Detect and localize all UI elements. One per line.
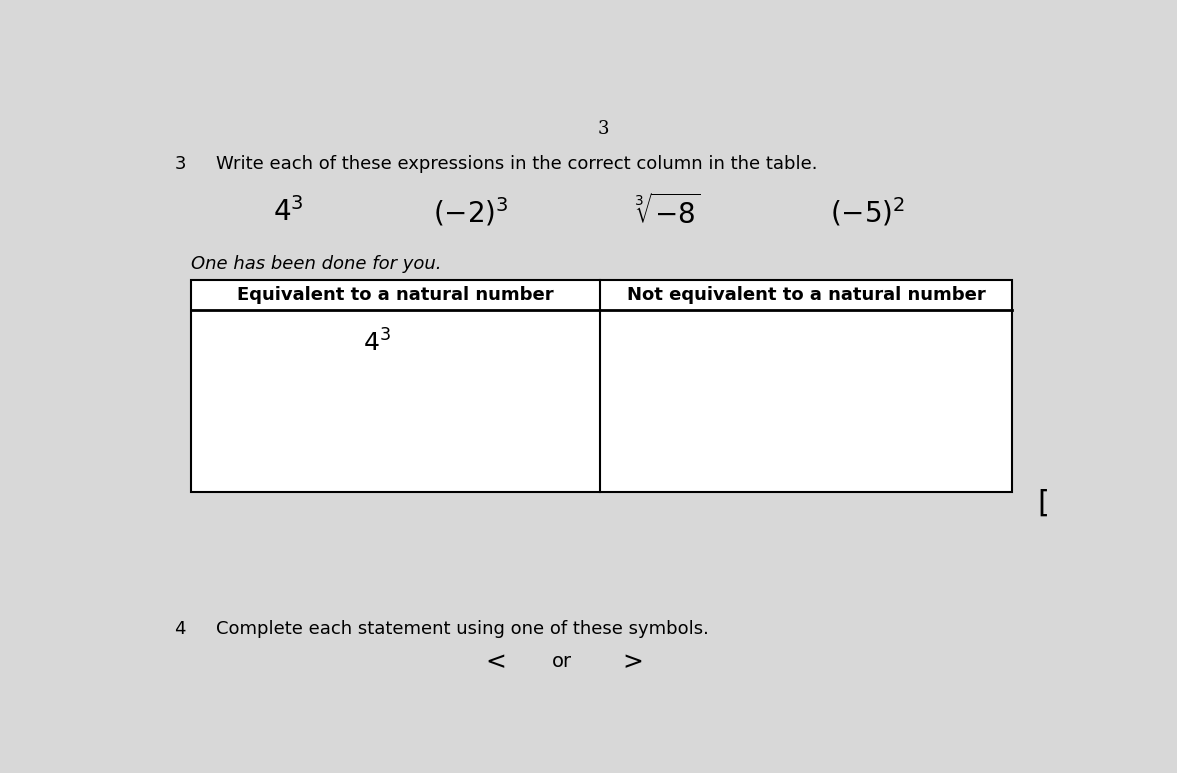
Text: Write each of these expressions in the correct column in the table.: Write each of these expressions in the c… [215, 155, 817, 173]
Bar [191, 281, 1012, 492]
Text: $(-5)^2$: $(-5)^2$ [830, 196, 905, 228]
Text: Not equivalent to a natural number: Not equivalent to a natural number [627, 286, 985, 304]
Text: $4^3$: $4^3$ [273, 197, 304, 226]
Text: or: or [552, 652, 572, 671]
Text: $\sqrt[3]{-8}$: $\sqrt[3]{-8}$ [633, 194, 700, 230]
Text: 3: 3 [174, 155, 186, 173]
Text: One has been done for you.: One has been done for you. [191, 254, 441, 273]
Text: Equivalent to a natural number: Equivalent to a natural number [238, 286, 554, 304]
Text: 3: 3 [598, 120, 609, 138]
Text: Complete each statement using one of these symbols.: Complete each statement using one of the… [215, 619, 709, 638]
Text: $>$: $>$ [618, 649, 643, 673]
Text: [: [ [1038, 489, 1050, 518]
Bar [191, 281, 1012, 492]
Text: $(-2)^3$: $(-2)^3$ [433, 196, 508, 228]
Text: 4: 4 [174, 619, 186, 638]
Text: $4^3$: $4^3$ [364, 329, 392, 356]
Text: $<$: $<$ [481, 649, 506, 673]
